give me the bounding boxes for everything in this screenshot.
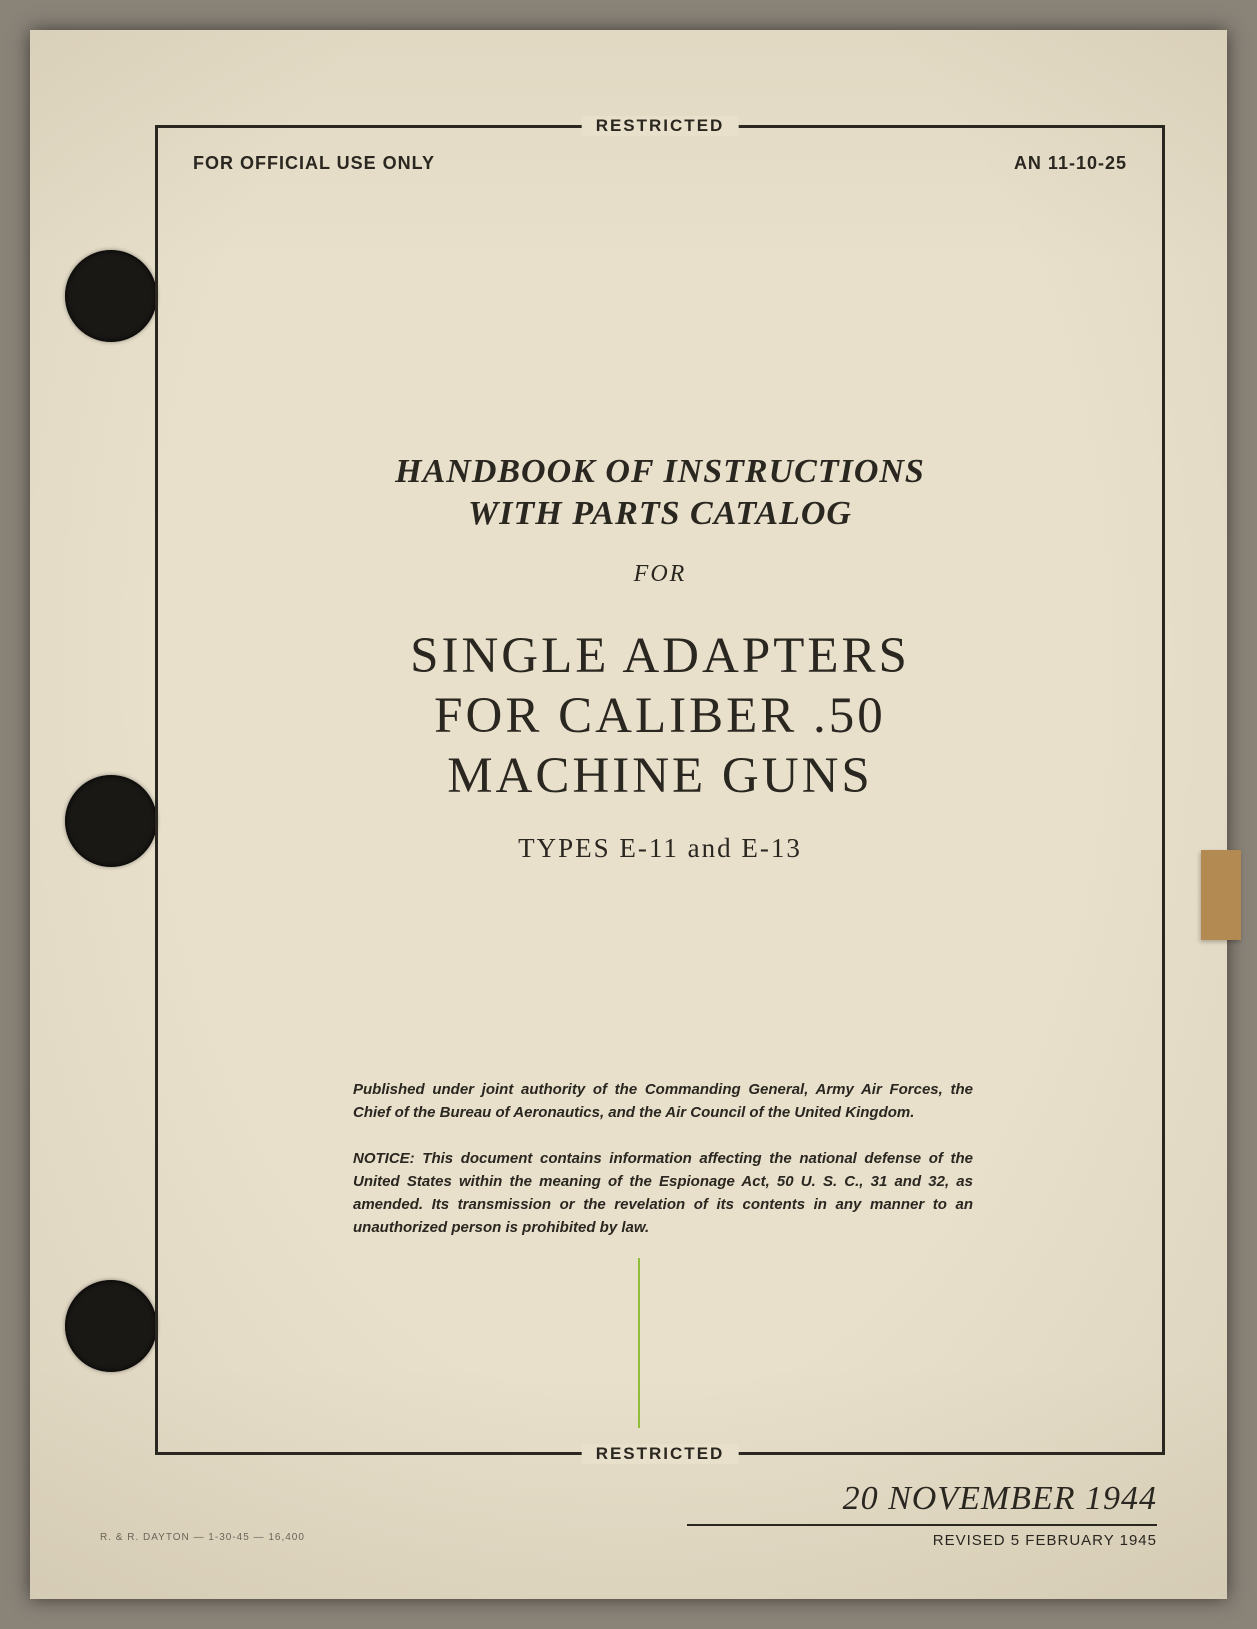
fineprint-para1: Published under joint authority of the C…: [353, 1078, 973, 1125]
classification-top: RESTRICTED: [582, 116, 739, 136]
border-frame: RESTRICTED RESTRICTED FOR OFFICIAL USE O…: [155, 125, 1165, 1455]
header-row: FOR OFFICIAL USE ONLY AN 11-10-25: [193, 153, 1127, 174]
header-left: FOR OFFICIAL USE ONLY: [193, 153, 435, 174]
title-for: FOR: [158, 561, 1162, 588]
title-line1: HANDBOOK OF INSTRUCTIONS: [158, 453, 1162, 491]
date-revised: REVISED 5 FEBRUARY 1945: [687, 1532, 1157, 1549]
index-tab: [1201, 850, 1241, 940]
title-main3: MACHINE GUNS: [158, 746, 1162, 806]
title-sub: TYPES E-11 and E-13: [158, 833, 1162, 864]
title-block: HANDBOOK OF INSTRUCTIONS WITH PARTS CATA…: [158, 453, 1162, 864]
fineprint-notice-lead: NOTICE:: [353, 1150, 415, 1167]
punch-hole-icon: [65, 1280, 157, 1372]
title-line2: WITH PARTS CATALOG: [158, 495, 1162, 533]
date-main: 20 NOVEMBER 1944: [687, 1480, 1157, 1518]
punch-hole-icon: [65, 250, 157, 342]
title-main2: FOR CALIBER .50: [158, 686, 1162, 746]
date-block: 20 NOVEMBER 1944 REVISED 5 FEBRUARY 1945: [687, 1480, 1157, 1549]
title-main1: SINGLE ADAPTERS: [158, 626, 1162, 686]
fineprint-notice-body: This document contains information affec…: [353, 1150, 973, 1237]
fineprint-para2: NOTICE: This document contains informati…: [353, 1147, 973, 1240]
header-right: AN 11-10-25: [1014, 153, 1127, 174]
scan-artifact-line: [638, 1258, 640, 1428]
printer-mark: R. & R. DAYTON — 1-30-45 — 16,400: [100, 1532, 305, 1543]
fine-print: Published under joint authority of the C…: [353, 1078, 973, 1240]
punch-hole-icon: [65, 775, 157, 867]
date-divider: [687, 1524, 1157, 1526]
classification-bottom: RESTRICTED: [582, 1444, 739, 1464]
scanned-page: RESTRICTED RESTRICTED FOR OFFICIAL USE O…: [30, 30, 1227, 1599]
